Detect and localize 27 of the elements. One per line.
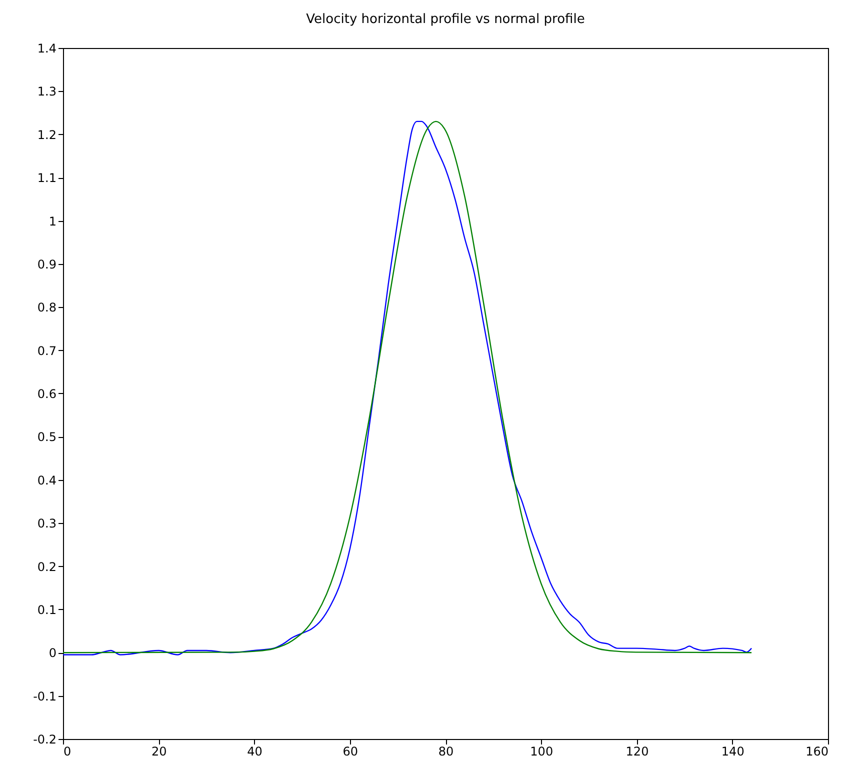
y-tick-label: 0.2 — [37, 560, 56, 574]
y-tick-label: 1.3 — [37, 84, 56, 99]
x-tick-label: 60 — [342, 744, 358, 758]
y-tick-label: 0.7 — [37, 344, 56, 358]
y-tick-label: 0.1 — [37, 602, 56, 617]
y-tick-label: 0.4 — [37, 473, 56, 488]
x-tick-label: 80 — [438, 744, 454, 758]
x-tick-label: 100 — [530, 744, 554, 758]
x-tick-label: 20 — [151, 744, 167, 758]
y-tick-label: 0.3 — [37, 516, 56, 531]
y-tick-label: 1.1 — [37, 171, 56, 186]
y-tick-label: 0.6 — [37, 387, 56, 401]
y-tick-label: -0.1 — [33, 689, 56, 704]
chart-title: Velocity horizontal profile vs normal profile — [306, 12, 585, 27]
y-tick-label: 0 — [48, 646, 56, 660]
x-tick-label: 140 — [721, 744, 744, 758]
y-tick-label: 0.5 — [37, 430, 56, 444]
y-tick-label: -0.2 — [33, 732, 56, 746]
x-tick-label: 0 — [64, 744, 72, 758]
x-tick-label: 160 — [806, 744, 828, 758]
x-tick-label: 120 — [626, 744, 649, 758]
y-tick-label: 1.4 — [37, 42, 56, 56]
x-tick-label: 40 — [247, 744, 262, 758]
y-tick-label: 1.2 — [37, 128, 56, 142]
y-tick-label: 0.8 — [37, 300, 56, 315]
y-tick-label: 0.9 — [37, 257, 56, 272]
y-tick-label: 1 — [48, 214, 56, 228]
